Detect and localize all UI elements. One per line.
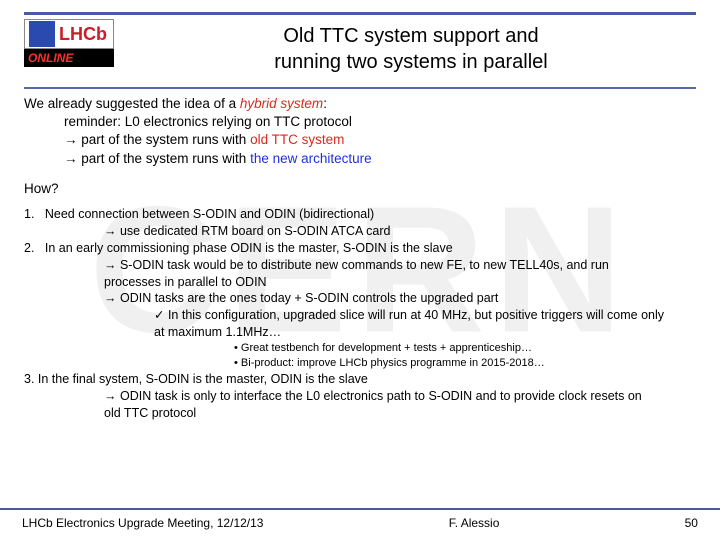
item2: 2. In an early commissioning phase ODIN … [24, 240, 696, 257]
item2-b2: • Bi-product: improve LHCb physics progr… [24, 356, 696, 371]
footer: LHCb Electronics Upgrade Meeting, 12/12/… [0, 508, 720, 530]
intro-l2: reminder: L0 electronics relying on TTC … [24, 113, 696, 131]
item3: 3. In the final system, S-ODIN is the ma… [24, 371, 696, 388]
header: LHCb ONLINE Old TTC system support and r… [24, 19, 696, 81]
item2-b1: • Great testbench for development + test… [24, 341, 696, 356]
title-line2: running two systems in parallel [126, 49, 696, 75]
item2-num: 2. [24, 241, 34, 255]
intro-l1a: We already suggested the idea of a [24, 96, 240, 111]
intro-block: We already suggested the idea of a hybri… [24, 95, 696, 168]
intro-l1: We already suggested the idea of a hybri… [24, 95, 696, 113]
item1-num: 1. [24, 207, 34, 221]
top-rule [24, 12, 696, 15]
logo-text-top: LHCb [59, 24, 107, 45]
footer-right: 50 [685, 516, 698, 530]
list-block: 1. Need connection between S-ODIN and OD… [24, 206, 696, 421]
intro-l1c: : [323, 96, 327, 111]
arrow-icon: → part of the system runs with [64, 132, 250, 147]
intro-l4: → part of the system runs with the new a… [24, 150, 696, 168]
logo-text-bottom: ONLINE [24, 49, 114, 67]
mid-rule [24, 87, 696, 89]
title-line1: Old TTC system support and [126, 23, 696, 49]
intro-l3: → part of the system runs with old TTC s… [24, 131, 696, 149]
item1: 1. Need connection between S-ODIN and OD… [24, 206, 696, 223]
intro-l3b: old TTC system [250, 132, 344, 147]
item3-sub: → ODIN task is only to interface the L0 … [24, 388, 696, 422]
how-heading: How? [24, 180, 696, 198]
item2-text: In an early commissioning phase ODIN is … [45, 241, 453, 255]
item2-sub2: → ODIN tasks are the ones today + S-ODIN… [24, 290, 696, 307]
logo-top: LHCb [24, 19, 114, 49]
arrow-icon: → part of the system runs with [64, 151, 250, 166]
footer-center: F. Alessio [449, 516, 500, 530]
slide-title: Old TTC system support and running two s… [126, 19, 696, 75]
logo-square-icon [29, 21, 55, 47]
item2-sub3: ✓ In this configuration, upgraded slice … [24, 307, 696, 341]
item1-sub: → use dedicated RTM board on S-ODIN ATCA… [24, 223, 696, 240]
item1-text: Need connection between S-ODIN and ODIN … [45, 207, 374, 221]
item2-sub1: → S-ODIN task would be to distribute new… [24, 257, 696, 291]
intro-l4b: the new architecture [250, 151, 372, 166]
footer-left: LHCb Electronics Upgrade Meeting, 12/12/… [22, 516, 263, 530]
lhcb-logo: LHCb ONLINE [24, 19, 114, 81]
intro-l1b: hybrid system [240, 96, 323, 111]
slide-content: LHCb ONLINE Old TTC system support and r… [0, 0, 720, 421]
